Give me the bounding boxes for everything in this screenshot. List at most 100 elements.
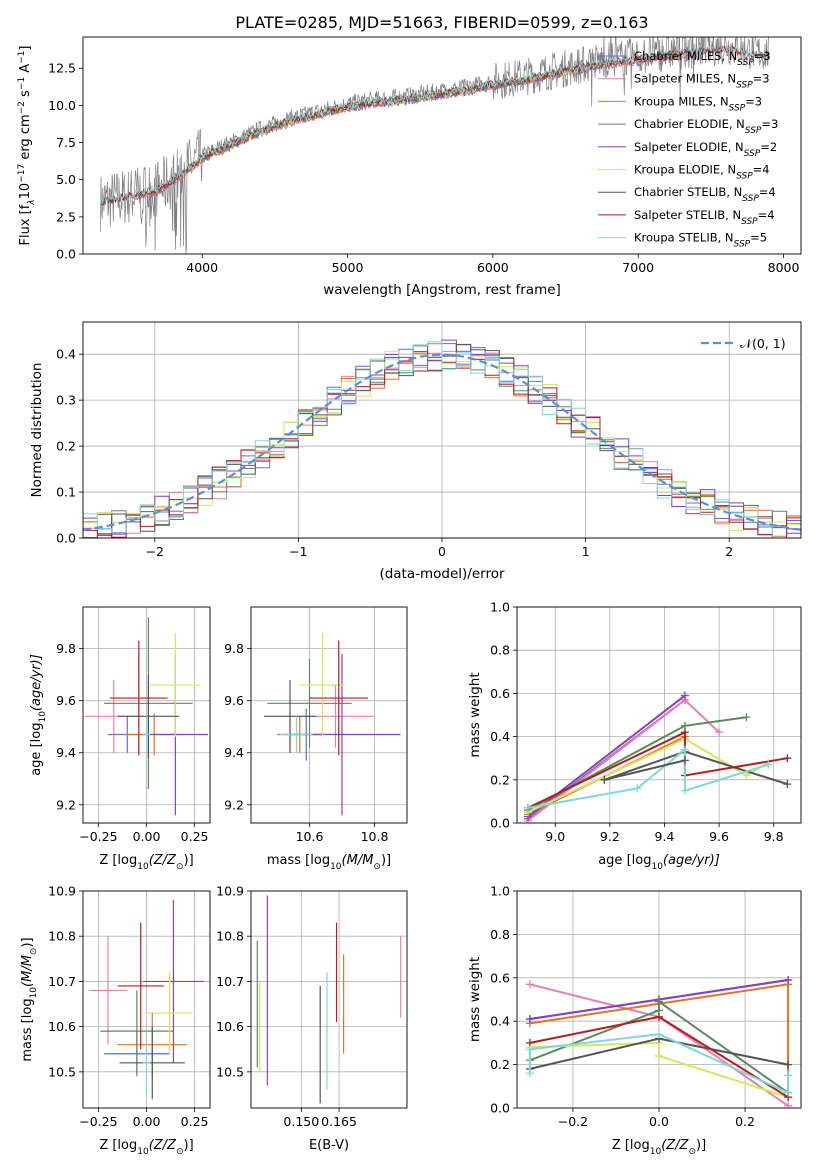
x-tick-label: −0.2: [558, 1114, 588, 1129]
x-tick-label: 0.150: [283, 1114, 319, 1129]
model-spectrum-salpeter_stelib: [100, 45, 770, 206]
y-tick-label: 0.8: [490, 927, 510, 942]
series-marker: [525, 1045, 534, 1054]
x-tick-label: 4000: [186, 260, 218, 275]
errorbar-chabrier_stelib: [117, 674, 180, 758]
series-marker: [784, 975, 793, 984]
x-axis-label: Z [log10(Z/Z⊙)]: [99, 853, 193, 872]
errorbar-kroupa_elodie: [146, 972, 193, 1054]
errorbar-salpeter_elodie: [142, 900, 205, 1063]
x-tick-label: 10.6: [296, 829, 324, 844]
series-marker: [715, 728, 724, 737]
y-tick-label: 0.3: [56, 393, 76, 408]
x-tick-label: 0.165: [321, 1114, 357, 1129]
errorbar-salpeter_stelib: [109, 640, 168, 756]
x-axis-label: Z [log10(Z/Z⊙)]: [99, 1138, 193, 1157]
model-spectrum-kroupa_miles: [134, 51, 698, 200]
errorbar-salpeter_stelib: [309, 640, 368, 756]
x-tick-label: 0: [438, 544, 446, 559]
series-marker: [680, 745, 689, 754]
errorbar-kroupa_stelib: [142, 716, 151, 753]
errorbar-chabrier_stelib: [119, 1026, 185, 1099]
errorbar-kroupa_stelib: [142, 1031, 151, 1095]
x-tick-label: 0.25: [181, 829, 209, 844]
axes-frame: [82, 321, 802, 539]
series-marker: [783, 780, 792, 789]
model-spectrum-chabrier_miles: [134, 52, 698, 201]
series-marker: [680, 786, 689, 795]
series-marker: [680, 691, 689, 700]
series-line: [604, 759, 686, 781]
mass-weight-vs-age-panel: 9.0 9.2 9.4 9.6 9.8 0.0 0.2 0.4 0.6 0.8 1.0 age [lo…: [467, 600, 802, 872]
axes-frame: [250, 890, 408, 1109]
legend-label-kroupa_elodie: Kroupa ELODIE, NSSP=4: [634, 163, 770, 182]
x-tick-label: 9.0: [545, 829, 565, 844]
series-marker: [600, 775, 609, 784]
x-tick-label: 1: [582, 544, 590, 559]
mass-vs-ebv-panel: 0.150 0.165 10.5 10.6 10.7 10.8 10.9 E(B-V): [216, 884, 408, 1153]
y-tick-label: 0.2: [56, 439, 76, 454]
residual-histogram-panel: −2 −1 0 1 2 0.0 0.1 0.2 0.3 0.4 𝒩(0, 1) (data-model…: [29, 321, 802, 582]
histogram-kroupa_stelib: [83, 341, 801, 538]
axes-frame: [516, 890, 802, 1109]
y-tick-label: 10.0: [48, 98, 76, 113]
errorbar-chabrier_elodie: [100, 990, 174, 1072]
y-tick-label: 9.2: [224, 797, 244, 812]
y-tick-label: 10.6: [48, 1019, 76, 1034]
x-tick-label: 0.25: [181, 1114, 209, 1129]
y-tick-label: 10.9: [48, 884, 76, 899]
series-marker: [655, 1030, 663, 1039]
y-axis-label: mass weight: [467, 957, 483, 1042]
y-tick-label: 10.7: [48, 974, 76, 989]
x-axis-label: age [log10(age/yr)]: [598, 853, 720, 872]
gaussian-curve: [83, 353, 801, 531]
legend-label-gaussian: 𝒩(0, 1): [740, 336, 786, 351]
series-marker: [784, 1101, 793, 1108]
y-tick-label: 0.6: [490, 970, 510, 985]
series-marker: [523, 803, 532, 812]
mass-vs-metallicity-panel: −0.25 0.00 0.25 10.5 10.6 10.7 10.8 10.9 Z [log1…: [20, 884, 211, 1157]
axes-frame: [516, 606, 802, 824]
axes-frame: [82, 36, 802, 255]
axes-frame: [82, 890, 211, 1109]
series-marker: [742, 713, 751, 722]
series-marker: [655, 1012, 663, 1021]
x-axis-label: wavelength [Angstrom, rest frame]: [323, 282, 561, 298]
series-line: [527, 694, 686, 818]
y-tick-label: 12.5: [48, 61, 76, 76]
x-tick-label: 9.2: [600, 829, 620, 844]
errorbar-kroupa_elodie: [299, 633, 346, 738]
errorbar-kroupa_stelib: [280, 716, 313, 753]
mass-weight-vs-metallicity-panel: −0.2 0.0 0.2 0.0 0.2 0.4 0.6 0.8 1.0 Z [log10(Z/Z…: [467, 884, 802, 1157]
series-marker: [525, 1015, 534, 1024]
y-tick-label: 9.4: [224, 745, 244, 760]
x-axis-label: (data-model)/error: [379, 566, 505, 582]
series-marker: [680, 756, 689, 765]
y-tick-label: 9.2: [56, 797, 76, 812]
series-kroupa_stelib: [523, 745, 773, 812]
series-line: [529, 1041, 789, 1099]
y-tick-label: 0.0: [490, 1101, 510, 1116]
series-marker: [784, 1088, 793, 1097]
legend: Chabrier MILES, NSSP=3 Salpeter MILES, NS…: [598, 49, 778, 250]
y-tick-label: 0.2: [490, 772, 510, 787]
series-kroupa_stelib: [525, 1030, 793, 1097]
y-tick-label: 0.0: [56, 531, 76, 546]
y-tick-label: 10.6: [216, 1019, 244, 1034]
y-tick-label: 0.0: [56, 247, 76, 262]
y-tick-label: 10.5: [216, 1064, 244, 1079]
errorbar-kroupa_elodie: [150, 633, 201, 738]
series-marker: [525, 1069, 534, 1078]
spectrum-panel: 4000 5000 6000 7000 8000 0.0 2.5 5.0 7.5 10.0 12.5…: [17, 36, 802, 298]
y-axis-label: age [log10(age/yr)]: [29, 654, 48, 776]
y-tick-label: 1.0: [490, 884, 510, 899]
legend-label-chabrier_miles: Chabrier MILES, NSSP=3: [634, 49, 771, 68]
series-line: [527, 747, 769, 809]
series-marker: [655, 997, 663, 1006]
legend-label-chabrier_elodie: Chabrier ELODIE, NSSP=3: [634, 117, 778, 136]
x-tick-label: 9.6: [709, 829, 729, 844]
x-tick-label: 2: [725, 544, 733, 559]
series-marker: [525, 980, 534, 989]
y-axis-label: mass weight: [467, 672, 483, 757]
